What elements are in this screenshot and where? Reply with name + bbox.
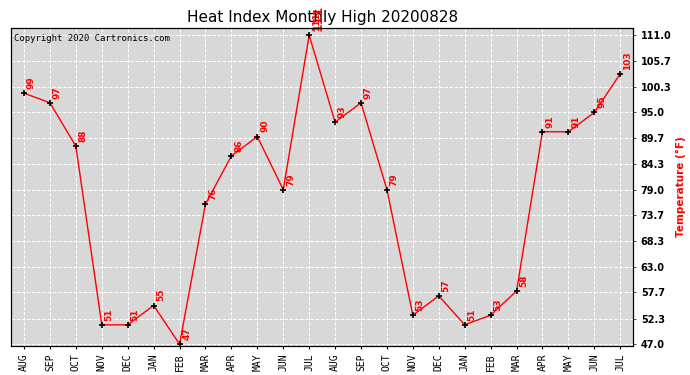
Text: 97: 97 <box>52 86 61 99</box>
Y-axis label: Temperature (°F): Temperature (°F) <box>676 136 686 237</box>
Text: 97: 97 <box>364 86 373 99</box>
Text: 47: 47 <box>182 327 191 340</box>
Text: 111: 111 <box>312 12 321 31</box>
Text: Copyright 2020 Cartronics.com: Copyright 2020 Cartronics.com <box>14 34 170 44</box>
Text: 95: 95 <box>597 96 606 108</box>
Text: 53: 53 <box>415 298 424 311</box>
Text: 79: 79 <box>390 173 399 186</box>
Text: 111: 111 <box>312 5 325 31</box>
Text: 53: 53 <box>493 298 502 311</box>
Title: Heat Index Monthly High 20200828: Heat Index Monthly High 20200828 <box>186 10 457 26</box>
Text: 90: 90 <box>260 120 269 132</box>
Text: 91: 91 <box>545 115 554 128</box>
Text: 93: 93 <box>338 105 347 118</box>
Text: 86: 86 <box>234 139 243 152</box>
Text: 99: 99 <box>27 76 36 89</box>
Text: 88: 88 <box>79 130 88 142</box>
Text: 51: 51 <box>468 308 477 321</box>
Text: 58: 58 <box>520 274 529 287</box>
Text: 103: 103 <box>623 51 632 70</box>
Text: 51: 51 <box>130 308 139 321</box>
Text: 76: 76 <box>208 188 217 200</box>
Text: 91: 91 <box>571 115 580 128</box>
Text: 57: 57 <box>442 279 451 292</box>
Text: 79: 79 <box>286 173 295 186</box>
Text: 51: 51 <box>105 308 114 321</box>
Text: 55: 55 <box>157 289 166 302</box>
